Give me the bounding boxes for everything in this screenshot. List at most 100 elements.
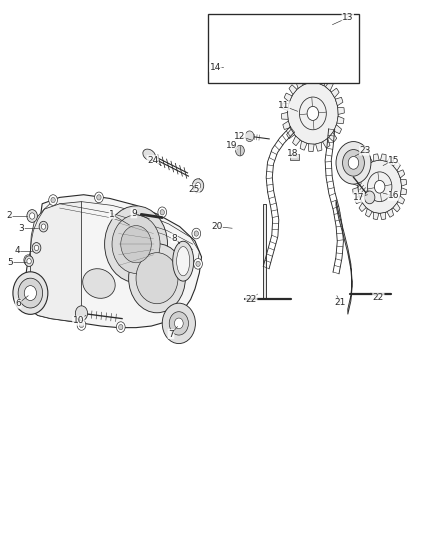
Circle shape [32, 243, 41, 253]
Circle shape [25, 256, 33, 266]
Circle shape [160, 209, 164, 215]
Circle shape [28, 302, 32, 308]
Polygon shape [329, 132, 337, 142]
Ellipse shape [177, 247, 190, 276]
Polygon shape [355, 196, 361, 204]
Circle shape [24, 255, 32, 265]
Circle shape [51, 197, 55, 203]
Polygon shape [387, 209, 394, 217]
Polygon shape [282, 103, 289, 110]
Polygon shape [308, 18, 314, 26]
Polygon shape [310, 72, 315, 79]
Polygon shape [359, 203, 366, 212]
Polygon shape [336, 200, 352, 314]
Circle shape [24, 286, 36, 301]
Polygon shape [393, 203, 400, 212]
Polygon shape [338, 108, 344, 115]
Circle shape [77, 320, 86, 330]
Polygon shape [336, 98, 343, 106]
Circle shape [307, 107, 318, 120]
Polygon shape [366, 156, 372, 165]
Circle shape [117, 322, 125, 333]
Ellipse shape [143, 149, 155, 160]
Polygon shape [308, 144, 314, 152]
Polygon shape [321, 20, 327, 28]
Polygon shape [303, 69, 309, 77]
Circle shape [348, 157, 359, 169]
Text: 4: 4 [14, 246, 20, 255]
Polygon shape [325, 81, 333, 91]
Polygon shape [328, 63, 335, 71]
Circle shape [95, 192, 103, 203]
Circle shape [158, 207, 166, 217]
Polygon shape [398, 196, 405, 204]
Polygon shape [283, 121, 290, 130]
Circle shape [300, 97, 326, 130]
Polygon shape [301, 21, 307, 29]
Text: 6: 6 [15, 299, 21, 308]
Polygon shape [263, 204, 266, 298]
Polygon shape [292, 58, 299, 66]
Circle shape [105, 206, 167, 282]
Circle shape [79, 322, 84, 328]
Circle shape [27, 209, 37, 222]
Circle shape [13, 272, 48, 314]
Polygon shape [319, 77, 325, 86]
Text: 22: 22 [246, 295, 257, 304]
Circle shape [97, 195, 101, 200]
Circle shape [25, 279, 30, 284]
Polygon shape [323, 68, 329, 76]
Text: 19: 19 [226, 141, 237, 150]
Circle shape [364, 191, 375, 204]
Text: 17: 17 [353, 193, 364, 202]
Text: 25: 25 [188, 185, 199, 194]
Circle shape [136, 253, 178, 304]
Circle shape [196, 261, 200, 266]
Circle shape [358, 160, 402, 213]
Polygon shape [290, 43, 296, 49]
Circle shape [23, 276, 32, 287]
Text: 23: 23 [360, 146, 371, 155]
Polygon shape [331, 31, 338, 39]
Circle shape [41, 224, 46, 229]
Polygon shape [297, 64, 304, 73]
Polygon shape [282, 112, 288, 119]
Polygon shape [380, 212, 386, 220]
Text: 13: 13 [342, 13, 353, 22]
Polygon shape [359, 161, 367, 171]
Circle shape [121, 225, 151, 263]
Polygon shape [373, 212, 379, 220]
Text: 2: 2 [7, 212, 12, 221]
Polygon shape [353, 179, 359, 185]
Circle shape [304, 35, 326, 62]
Polygon shape [323, 139, 330, 148]
Circle shape [336, 142, 371, 184]
Circle shape [75, 306, 88, 321]
Polygon shape [337, 116, 344, 124]
Circle shape [295, 24, 335, 73]
Polygon shape [284, 93, 292, 102]
Circle shape [245, 131, 254, 142]
Polygon shape [317, 72, 322, 79]
Text: 5: 5 [7, 258, 13, 266]
Text: 3: 3 [19, 224, 25, 233]
Circle shape [27, 259, 31, 264]
Text: 10: 10 [73, 316, 84, 325]
Polygon shape [331, 88, 339, 98]
Bar [208, 14, 359, 83]
Circle shape [49, 195, 57, 205]
Polygon shape [381, 154, 386, 161]
Polygon shape [25, 195, 201, 328]
Polygon shape [387, 157, 394, 165]
Circle shape [26, 300, 35, 310]
Polygon shape [401, 188, 406, 195]
Ellipse shape [83, 269, 115, 298]
Polygon shape [398, 170, 405, 178]
Polygon shape [30, 201, 81, 322]
Polygon shape [291, 34, 298, 41]
Circle shape [162, 303, 195, 344]
Circle shape [367, 172, 392, 201]
Text: 15: 15 [388, 156, 399, 165]
Polygon shape [393, 162, 400, 171]
Circle shape [29, 213, 35, 219]
